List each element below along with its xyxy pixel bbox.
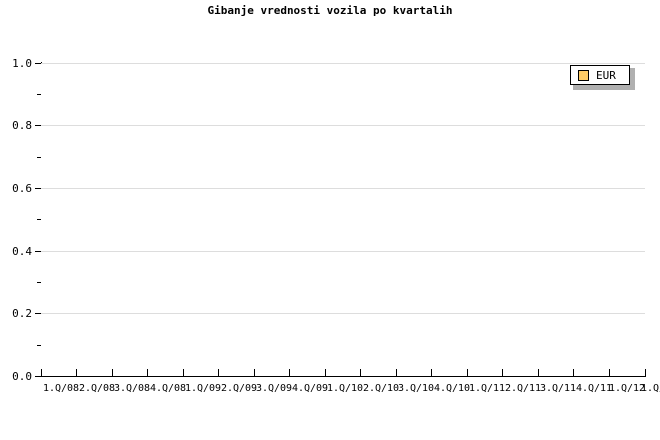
x-tick — [218, 369, 219, 377]
legend-swatch-icon — [578, 69, 589, 81]
y-tick-major — [35, 376, 41, 377]
y-tick-major — [35, 251, 41, 252]
x-axis-label: 1.Q/11 — [468, 383, 506, 394]
x-axis-label: 1.Q/12 — [640, 383, 660, 394]
x-axis-label: 4.Q/08 — [149, 383, 187, 394]
chart-title: Gibanje vrednosti vozila po kvartalih — [207, 4, 453, 17]
gridline — [41, 63, 645, 64]
gridline — [41, 188, 645, 189]
series-layer-eur — [41, 63, 645, 376]
y-axis-label: 1.0 — [12, 57, 32, 70]
x-axis-label: 4.Q/11 — [575, 383, 613, 394]
y-axis-label: 0.4 — [12, 245, 32, 258]
x-tick — [360, 369, 361, 377]
y-axis-label: 0.2 — [12, 307, 32, 320]
x-axis-line — [41, 376, 646, 377]
x-tick — [325, 369, 326, 377]
y-tick-minor — [37, 94, 41, 95]
x-tick — [41, 369, 42, 377]
y-tick-minor — [37, 282, 41, 283]
x-tick — [609, 369, 610, 377]
x-axis-label: 3.Q/11 — [539, 383, 577, 394]
x-axis-label: 2.Q/08 — [78, 383, 116, 394]
x-axis-label: 1.Q/09 — [184, 383, 222, 394]
x-tick — [254, 369, 255, 377]
legend[interactable]: EUR — [570, 65, 630, 85]
x-tick — [76, 369, 77, 377]
x-tick — [538, 369, 539, 377]
plot-area — [41, 63, 645, 376]
x-tick — [147, 369, 148, 377]
x-axis-label: 3.Q/08 — [113, 383, 151, 394]
x-axis-label: 4.Q/10 — [433, 383, 471, 394]
gridline — [41, 125, 645, 126]
y-axis-label: 0.8 — [12, 119, 32, 132]
x-tick — [183, 369, 184, 377]
y-tick-minor — [37, 345, 41, 346]
x-tick — [396, 369, 397, 377]
y-tick-major — [35, 125, 41, 126]
y-tick-minor — [37, 219, 41, 220]
y-tick-minor — [37, 157, 41, 158]
x-tick — [502, 369, 503, 377]
x-tick — [112, 369, 113, 377]
y-axis-label: 0.6 — [12, 182, 32, 195]
x-axis-label: 3.Q/09 — [255, 383, 293, 394]
x-axis-label: 2.Q/10 — [362, 383, 400, 394]
x-axis-label: 3.Q/10 — [397, 383, 435, 394]
y-tick-major — [35, 63, 41, 64]
x-axis-label: 1.Q/10 — [326, 383, 364, 394]
y-tick-major — [35, 188, 41, 189]
y-tick-major — [35, 313, 41, 314]
x-tick — [573, 369, 574, 377]
x-axis-label: 2.Q/09 — [220, 383, 258, 394]
x-tick — [289, 369, 290, 377]
legend-label: EUR — [596, 68, 616, 82]
x-tick — [467, 369, 468, 377]
x-tick — [645, 369, 646, 377]
x-tick — [431, 369, 432, 377]
gridline — [41, 251, 645, 252]
y-axis-label: 0.0 — [12, 370, 32, 383]
x-axis-label: 1.Q/12 — [608, 383, 646, 394]
x-axis-label: 4.Q/09 — [291, 383, 329, 394]
x-axis-label: 2.Q/11 — [504, 383, 542, 394]
gridline — [41, 313, 645, 314]
x-axis-label: 1.Q/08 — [42, 383, 80, 394]
